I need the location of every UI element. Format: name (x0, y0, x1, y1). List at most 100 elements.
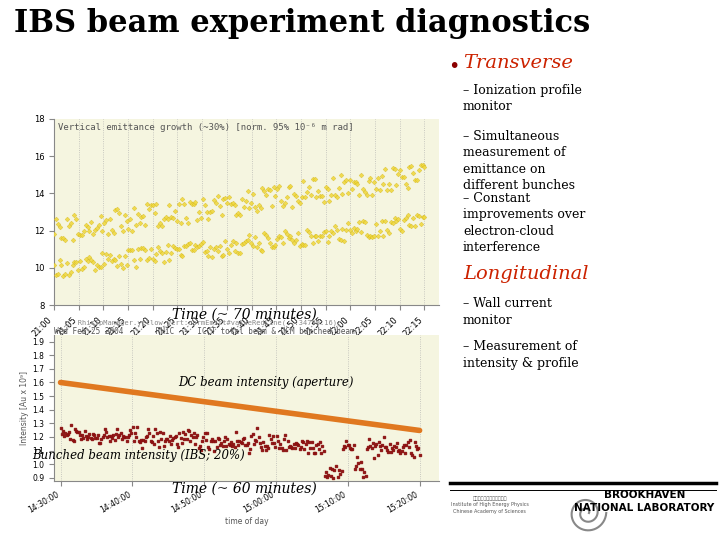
Point (400, 440, 412, 449)
Point (187, 433, 199, 441)
Point (93, 438, 104, 447)
Point (233, 248, 244, 257)
Point (294, 242, 305, 251)
Point (106, 256, 117, 265)
Point (141, 256, 153, 265)
Point (192, 430, 203, 439)
Point (411, 176, 423, 184)
Point (225, 437, 237, 446)
Point (169, 432, 181, 441)
Point (305, 191, 317, 200)
Point (201, 208, 212, 217)
Point (235, 438, 246, 447)
Point (184, 427, 195, 436)
Point (330, 462, 341, 470)
Point (238, 434, 250, 443)
Point (337, 190, 348, 198)
Point (308, 449, 320, 458)
Point (284, 181, 296, 190)
Point (118, 433, 130, 441)
Point (292, 441, 304, 450)
Text: □  RhicIpManager.yellow_vert:normEmitt#valueRedLine(...34799:16): □ RhicIpManager.yellow_vert:normEmitt#va… (65, 320, 337, 326)
Point (251, 207, 263, 215)
Point (346, 185, 358, 193)
Point (372, 450, 383, 459)
Point (210, 242, 222, 251)
Point (76, 265, 88, 274)
Point (121, 217, 132, 226)
Point (188, 246, 199, 255)
Point (351, 225, 363, 233)
Text: 中国科学院高能物理研究所
Institute of High Energy Physics
Chinese Academy of Sciences: 中国科学院高能物理研究所 Institute of High Energy Ph… (451, 496, 528, 514)
Point (55, 234, 67, 243)
Point (246, 431, 257, 440)
Point (262, 184, 274, 193)
Point (294, 444, 305, 453)
Point (50, 214, 62, 223)
Point (125, 428, 137, 437)
Point (58, 234, 69, 242)
Point (408, 214, 419, 222)
Point (208, 244, 220, 253)
Point (146, 438, 158, 447)
Point (379, 217, 391, 225)
Point (317, 441, 328, 450)
Point (186, 246, 197, 255)
Point (404, 221, 415, 230)
Point (287, 203, 298, 212)
Point (166, 440, 177, 448)
Point (139, 437, 150, 445)
Point (315, 191, 326, 200)
Point (268, 183, 279, 192)
Point (58, 431, 70, 440)
Point (324, 464, 336, 472)
Point (177, 428, 189, 436)
Point (147, 201, 158, 210)
Point (309, 231, 320, 240)
Point (418, 213, 430, 221)
Point (320, 183, 331, 191)
Point (87, 430, 99, 439)
Point (379, 165, 391, 173)
Point (63, 271, 75, 280)
Point (221, 199, 233, 207)
Point (277, 446, 289, 455)
Point (404, 162, 415, 171)
Point (138, 436, 149, 444)
Point (344, 176, 356, 184)
Point (156, 249, 168, 258)
Point (147, 255, 158, 264)
Point (343, 441, 354, 449)
Point (382, 185, 393, 194)
Point (89, 430, 100, 439)
Point (130, 432, 142, 441)
Point (164, 431, 176, 440)
Point (99, 425, 111, 434)
Point (103, 432, 114, 441)
Point (156, 435, 167, 443)
Point (356, 171, 367, 180)
Point (241, 441, 253, 449)
Point (105, 432, 117, 441)
Point (205, 436, 217, 445)
Point (195, 240, 207, 248)
Point (396, 446, 408, 455)
Point (359, 187, 371, 196)
Point (162, 215, 174, 224)
Point (71, 427, 82, 435)
Point (364, 174, 376, 183)
Point (52, 220, 63, 228)
Point (395, 225, 406, 233)
Point (411, 210, 423, 219)
Point (117, 431, 129, 440)
Point (367, 439, 379, 448)
Point (231, 437, 243, 446)
Point (154, 247, 166, 255)
Point (368, 454, 379, 462)
Point (114, 429, 126, 438)
Point (320, 468, 332, 477)
Point (186, 200, 197, 209)
Point (227, 442, 238, 451)
Point (167, 214, 179, 222)
Point (391, 439, 402, 448)
